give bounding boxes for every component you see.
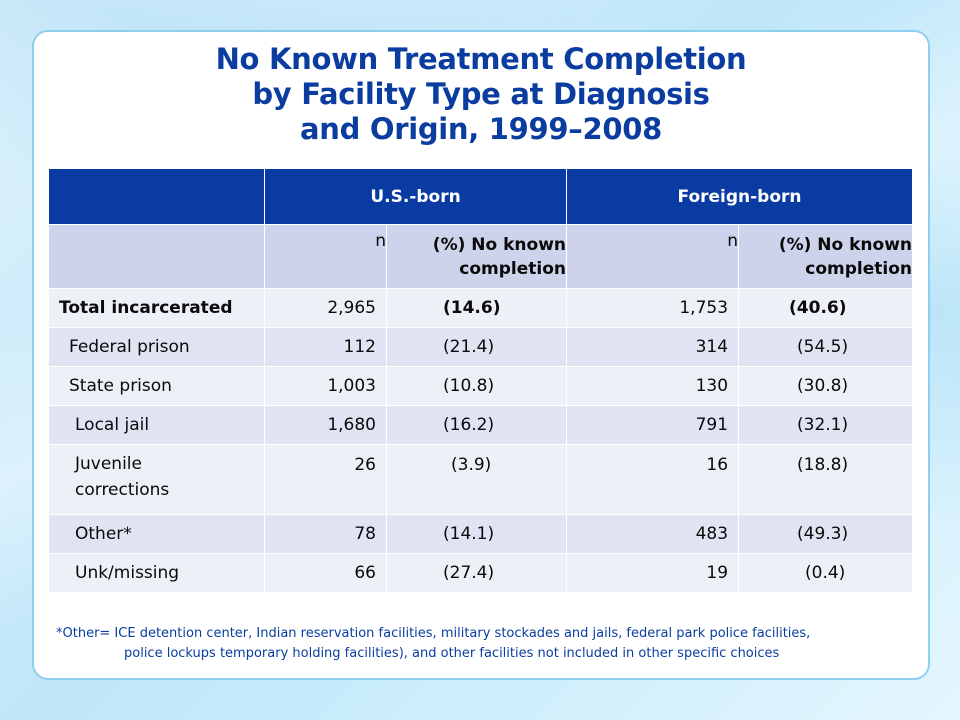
footnote: *Other= ICE detention center, Indian res… — [56, 624, 916, 664]
us-pct-cell: (14.6) — [385, 288, 568, 328]
fb-pct-cell: (18.8) — [738, 444, 914, 515]
fb-pct-cell: (30.8) — [738, 366, 914, 406]
fb-n-header: n — [566, 224, 740, 289]
fb-n-cell: 1,753 — [566, 288, 740, 328]
group-header-foreign-born: Foreign-born — [566, 168, 914, 225]
us-pct-header: (%) No known completion — [385, 224, 568, 289]
fb-pct-cell: (54.5) — [738, 327, 914, 367]
fb-n-cell: 130 — [566, 366, 740, 406]
title-line-1: No Known Treatment Completion — [215, 42, 747, 76]
row-label: Total incarcerated — [48, 288, 265, 328]
us-pct-cell: (10.8) — [385, 366, 568, 406]
us-n-header: n — [264, 224, 387, 289]
fb-n-cell: 314 — [566, 327, 740, 367]
us-pct-cell: (27.4) — [385, 553, 568, 593]
fb-pct-cell: (32.1) — [738, 405, 914, 445]
us-n-cell: 2,965 — [264, 288, 387, 328]
group-header-us-born: U.S.-born — [263, 168, 568, 225]
fb-pct-cell: (49.3) — [738, 514, 914, 554]
us-pct-cell: (21.4) — [385, 327, 568, 367]
title-line-3: and Origin, 1999–2008 — [299, 112, 663, 146]
fb-pct-cell: (40.6) — [738, 288, 914, 328]
footnote-line-1: *Other= ICE detention center, Indian res… — [56, 626, 811, 641]
row-label: State prison — [48, 366, 265, 406]
row-label: Unk/missing — [48, 553, 265, 593]
title-line-2: by Facility Type at Diagnosis — [252, 77, 710, 111]
fb-n-cell: 791 — [566, 405, 740, 445]
table-row: Local jail 1,680 (16.2) 791 (32.1) — [48, 405, 914, 445]
us-n-cell: 66 — [264, 553, 387, 593]
fb-pct-header: (%) No known completion — [738, 224, 914, 289]
table-row: State prison 1,003 (10.8) 130 (30.8) — [48, 366, 914, 406]
us-pct-cell: (3.9) — [385, 444, 568, 515]
us-n-cell: 112 — [264, 327, 387, 367]
row-label: Federal prison — [48, 327, 265, 367]
footnote-line-2: police lockups temporary holding facilit… — [124, 646, 780, 661]
table-row: Total incarcerated 2,965 (14.6) 1,753 (4… — [48, 288, 914, 328]
subheader-blank-cell — [48, 224, 265, 289]
table-row: Other* 78 (14.1) 483 (49.3) — [48, 514, 914, 554]
fb-pct-cell: (0.4) — [738, 553, 914, 593]
us-n-cell: 1,003 — [264, 366, 387, 406]
row-label: Other* — [48, 514, 265, 554]
us-n-cell: 1,680 — [264, 405, 387, 445]
row-label: Local jail — [48, 405, 265, 445]
us-n-cell: 78 — [264, 514, 387, 554]
completion-table: U.S.-born Foreign-born n (%) No known co… — [48, 168, 914, 593]
group-header-row: U.S.-born Foreign-born — [48, 168, 914, 225]
slide-title: No Known Treatment Completion by Facilit… — [32, 42, 930, 147]
fb-n-cell: 19 — [566, 553, 740, 593]
us-n-cell: 26 — [264, 444, 387, 515]
sub-header-row: n (%) No known completion n (%) No known… — [48, 224, 914, 289]
fb-n-cell: 16 — [566, 444, 740, 515]
table-row: Juvenile corrections 26 (3.9) 16 (18.8) — [48, 444, 914, 515]
table-row: Unk/missing 66 (27.4) 19 (0.4) — [48, 553, 914, 593]
fb-n-cell: 483 — [566, 514, 740, 554]
us-pct-cell: (14.1) — [385, 514, 568, 554]
row-label: Juvenile corrections — [48, 444, 265, 515]
us-pct-cell: (16.2) — [385, 405, 568, 445]
header-blank-cell — [48, 168, 265, 225]
table-row: Federal prison 112 (21.4) 314 (54.5) — [48, 327, 914, 367]
